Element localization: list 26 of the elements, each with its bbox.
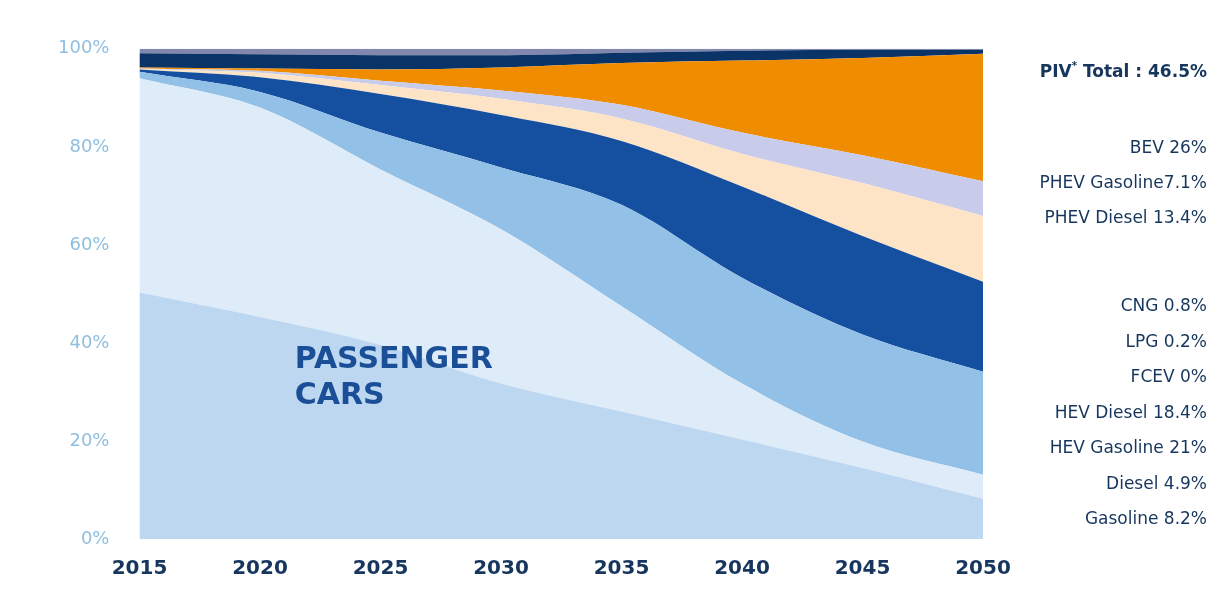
x-tick-label: 2030 (473, 555, 529, 580)
text: BEV 26% (1129, 137, 1208, 158)
text: PHEV Gasoline7.1% (1039, 172, 1207, 193)
annotation: PASSENGER CARS (294, 339, 493, 411)
text: HEV Gasoline 21% (1049, 437, 1208, 458)
text: HEV Diesel 18.4% (1054, 401, 1207, 422)
x-tick-label: 2040 (714, 555, 770, 580)
text: Diesel 4.9% (1106, 472, 1207, 493)
y-tick-label: 100% (57, 36, 110, 58)
y-tick-label: 60% (69, 232, 110, 254)
x-tick-label: 2015 (111, 555, 168, 580)
text: PHEV Diesel 13.4% (1044, 207, 1207, 228)
y-tick-label: 80% (69, 134, 110, 156)
y-tick-label: 20% (69, 428, 110, 450)
x-tick-label: 2020 (232, 555, 288, 580)
x-tick-label: 2035 (593, 555, 650, 580)
x-tick-label: 2050 (955, 555, 1011, 580)
text: PIV* Total : 46.5% (1039, 59, 1208, 82)
x-tick-label: 2025 (352, 555, 409, 580)
x-tick-label: 2045 (834, 555, 891, 580)
text: Gasoline 8.2% (1084, 508, 1207, 529)
text: FCEV 0% (1130, 366, 1208, 387)
text: CNG 0.8% (1120, 295, 1208, 316)
text: LPG 0.2% (1125, 330, 1208, 351)
y-tick-label: 0% (80, 526, 110, 548)
y-tick-label: 40% (69, 330, 110, 352)
